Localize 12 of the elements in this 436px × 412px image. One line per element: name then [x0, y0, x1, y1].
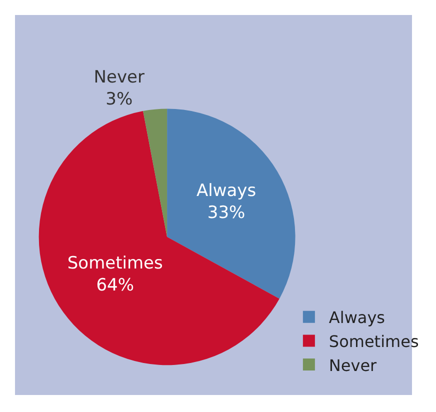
- legend-label: Sometimes: [328, 332, 419, 351]
- pie-slice: [167, 108, 296, 299]
- slice-label: Never: [94, 67, 144, 88]
- slice-label: Sometimes: [67, 254, 163, 274]
- data-label: 3%: [106, 89, 133, 110]
- pie-slice: [38, 110, 280, 366]
- data-label: 64%: [96, 276, 134, 296]
- legend-label: Never: [328, 356, 378, 375]
- pie-slice: [143, 108, 168, 237]
- legend-label: Always: [328, 308, 386, 328]
- data-label: 33%: [207, 202, 246, 223]
- slice-label: Always: [196, 180, 256, 201]
